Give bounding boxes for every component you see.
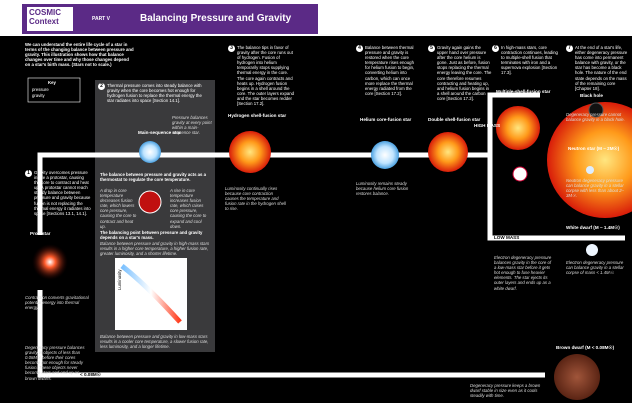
step-number: 7 <box>566 45 573 52</box>
caption: Luminosity remains steady because helium… <box>356 181 418 196</box>
caption: The balance between pressure and gravity… <box>100 172 210 182</box>
protostar <box>32 244 68 280</box>
double-shell-star <box>428 132 468 172</box>
key-gravity: gravity <box>32 93 45 98</box>
caption: A drop in core temperature decreases fus… <box>100 188 138 229</box>
label: Multiple-shell-fusion star <box>496 89 550 94</box>
caption: Degeneracy pressure keeps a brown dwarf … <box>470 383 548 398</box>
multiple-shell-star <box>496 106 540 150</box>
step-number: 4 <box>356 45 363 52</box>
step-number: 5 <box>428 45 435 52</box>
caption: Neutron degeneracy pressure can balance … <box>566 178 628 198</box>
supernova <box>513 167 527 181</box>
step-number: 3 <box>228 45 235 52</box>
label: Hydrogen shell-fusion star <box>228 113 286 118</box>
caption: Balance between pressure and gravity in … <box>100 334 210 349</box>
caption: Electron degeneracy pressure balances gr… <box>494 255 554 291</box>
caption: A rise in core temperature increases fus… <box>170 188 210 229</box>
brown-dwarf <box>554 354 600 400</box>
badge-bottom: Context <box>29 18 59 26</box>
key-pressure: pressure <box>32 87 49 92</box>
label: Protostar <box>30 231 50 236</box>
caption: Contraction converts gravitational poten… <box>25 295 93 310</box>
label: Black hole <box>580 93 603 98</box>
caption: Balance between pressure and gravity in … <box>100 241 210 256</box>
mass-label: HIGH MASS <box>474 123 500 128</box>
label: Double shell-fusion star <box>428 117 480 122</box>
step-text: Thermal pressure comes into steady balan… <box>107 83 210 103</box>
caption: Pressure balances gravity at every point… <box>172 115 212 135</box>
label: Neutron star (M ~ 2M☉) <box>568 146 619 152</box>
step-text: At the end of a star's life, either dege… <box>575 45 628 91</box>
title: Balancing Pressure and Gravity <box>140 13 291 24</box>
white-dwarf <box>586 244 598 256</box>
step-number: 1 <box>25 170 32 177</box>
intro: We can understand the entire life cycle … <box>25 42 135 67</box>
key-title: Key <box>48 80 56 85</box>
part: PART V <box>92 17 110 22</box>
hydrogen-shell-star <box>229 131 271 173</box>
step-text: The balance tips in favor of gravity aft… <box>237 45 294 106</box>
step-number: 6 <box>492 45 499 52</box>
label: White dwarf (M ~ 1.4M☉) <box>566 225 620 231</box>
badge-top: COSMIC <box>29 9 61 17</box>
main-sequence-star <box>139 141 161 163</box>
caption: Degeneracy pressure balances gravity in … <box>25 345 91 381</box>
label: Brown dwarf (M < 0.08M☉) <box>556 345 614 351</box>
infographic: COSMIC Context PART V Balancing Pressure… <box>0 0 632 403</box>
neutron-star <box>586 166 594 174</box>
caption: Degeneracy pressure cannot balance gravi… <box>566 112 628 122</box>
step-number: 2 <box>98 83 105 90</box>
step-text: Gravity overcomes pressure inside a prot… <box>34 170 91 216</box>
step-text: Gravity again gains the upper hand over … <box>437 45 492 101</box>
label: Helium core-fusion star <box>360 117 411 122</box>
axis-label: Luminosity <box>117 269 122 290</box>
caption: The balancing point between pressure and… <box>100 230 210 240</box>
caption: Luminosity continually rises because cor… <box>225 186 287 211</box>
step-text: In high-mass stars, core contraction con… <box>501 45 558 76</box>
caption: Electron degeneracy pressure can balance… <box>566 260 628 275</box>
mass-label: LOW MASS <box>494 235 519 240</box>
thermostat-diagram <box>139 191 161 213</box>
step-text: Balance between thermal pressure and gra… <box>365 45 420 96</box>
helium-core-star <box>371 141 399 169</box>
mass-label: 0.08M☉ <box>78 148 95 154</box>
